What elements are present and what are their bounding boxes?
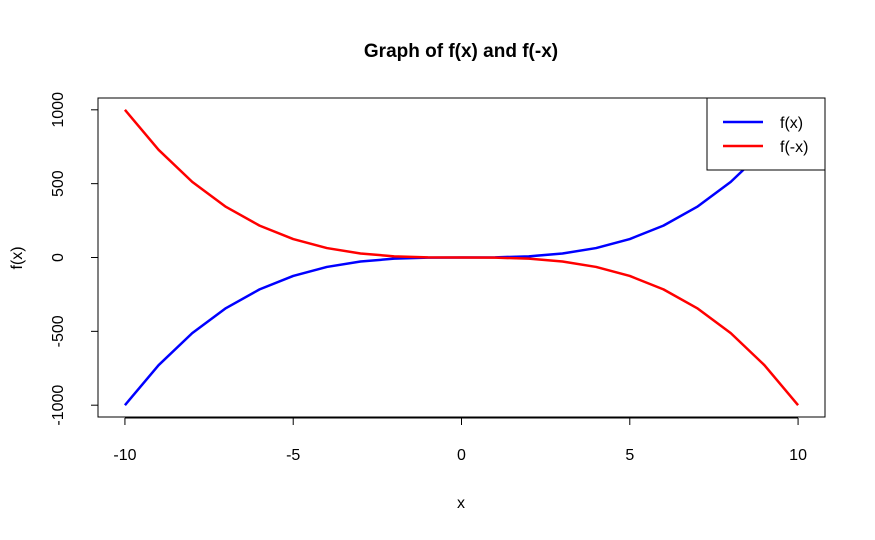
x-tick-label-2: 0 [457,447,466,464]
x-tick-label-3: 5 [625,447,634,464]
series-layer [123,109,800,406]
y-axis-label: f(x) [9,246,26,269]
chart-title: Graph of f(x) and f(-x) [364,41,558,62]
legend: f(x) f(-x) [706,97,826,171]
x-tick-label-1: -5 [286,447,300,464]
x-tick-label-0: -10 [113,447,136,464]
legend-label-f-neg-x: f(-x) [780,139,808,156]
y-tick-label-2: 0 [50,253,67,262]
x-axis: -10 -5 0 5 10 [113,417,807,464]
x-axis-label: x [457,495,465,512]
y-tick-label-4: 1000 [50,92,67,128]
x-tick-label-4: 10 [789,447,807,464]
y-tick-label-3: 500 [50,170,67,197]
legend-box [706,97,826,171]
series-line-1 [123,109,800,406]
legend-label-f-x: f(x) [780,115,803,132]
y-tick-label-0: -1000 [50,385,67,426]
y-tick-label-1: -500 [50,315,67,347]
y-axis: -1000 -500 0 500 1000 [50,92,99,426]
